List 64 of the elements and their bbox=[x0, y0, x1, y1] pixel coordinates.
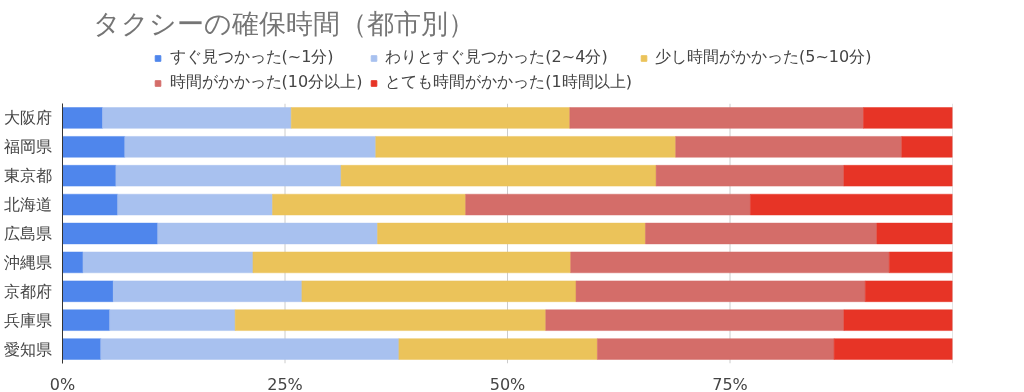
bar bbox=[901, 136, 953, 158]
bar bbox=[115, 165, 342, 187]
x-tick-label: 75% bbox=[712, 374, 748, 392]
bar bbox=[465, 193, 751, 216]
bar bbox=[301, 280, 577, 302]
y-tick-label: 京都府 bbox=[3, 281, 52, 301]
bar bbox=[597, 338, 835, 360]
x-tick-label: 0% bbox=[49, 374, 76, 392]
legend-label: 少し時間がかかった(5~10分) bbox=[655, 47, 872, 68]
bar bbox=[398, 338, 598, 360]
legend-label: わりとすぐ見つかった(2~4分) bbox=[385, 47, 608, 68]
bar bbox=[750, 193, 953, 216]
x-tick-label: 50% bbox=[489, 374, 526, 392]
bar bbox=[234, 309, 547, 331]
bar bbox=[124, 136, 377, 158]
y-tick-label: 東京都 bbox=[3, 166, 52, 186]
bar bbox=[252, 251, 571, 274]
bar bbox=[272, 193, 466, 216]
bar bbox=[102, 107, 292, 129]
bar bbox=[569, 107, 864, 129]
y-tick-label: 広島県 bbox=[3, 224, 52, 243]
bar bbox=[62, 280, 114, 302]
bar bbox=[377, 222, 646, 245]
bar bbox=[112, 280, 303, 302]
bar bbox=[62, 222, 158, 245]
bar bbox=[545, 309, 845, 331]
bar bbox=[290, 107, 571, 129]
bar bbox=[340, 165, 657, 187]
bar bbox=[375, 136, 676, 158]
bar bbox=[62, 193, 118, 216]
bar bbox=[889, 251, 953, 274]
bar bbox=[843, 309, 953, 331]
bar bbox=[62, 165, 117, 187]
y-tick-label: 愛知県 bbox=[3, 339, 52, 359]
bar bbox=[117, 193, 273, 216]
bar bbox=[876, 222, 953, 245]
legend-label: すぐ見つかった(~1分) bbox=[169, 47, 334, 68]
bar bbox=[655, 165, 845, 187]
bar bbox=[570, 251, 890, 274]
bar bbox=[863, 107, 953, 129]
bar bbox=[62, 309, 110, 331]
legend-label: 時間がかかった(10分以上) bbox=[169, 72, 363, 93]
y-tick-label: 兵庫県 bbox=[3, 310, 52, 330]
bar bbox=[843, 165, 953, 187]
bar bbox=[865, 280, 953, 302]
bar bbox=[62, 251, 84, 274]
y-tick-label: 北海道 bbox=[3, 195, 52, 215]
bar bbox=[62, 107, 103, 129]
bar bbox=[675, 136, 903, 158]
y-tick-label: 沖縄県 bbox=[3, 252, 52, 272]
bar bbox=[575, 280, 866, 302]
bar bbox=[62, 338, 102, 360]
bar bbox=[82, 251, 254, 274]
bar bbox=[100, 338, 400, 360]
bar bbox=[833, 338, 953, 360]
chart-title: タクシーの確保時間（都市別） bbox=[92, 7, 475, 39]
x-tick-label: 25% bbox=[267, 374, 303, 392]
y-tick-label: 福岡県 bbox=[3, 137, 52, 157]
bar bbox=[645, 222, 878, 245]
legend-label: とても時間がかかった(1時間以上) bbox=[385, 72, 633, 93]
bar bbox=[62, 136, 126, 158]
bar bbox=[109, 309, 236, 331]
bar bbox=[157, 222, 378, 245]
y-tick-label: 大阪府 bbox=[3, 108, 52, 128]
